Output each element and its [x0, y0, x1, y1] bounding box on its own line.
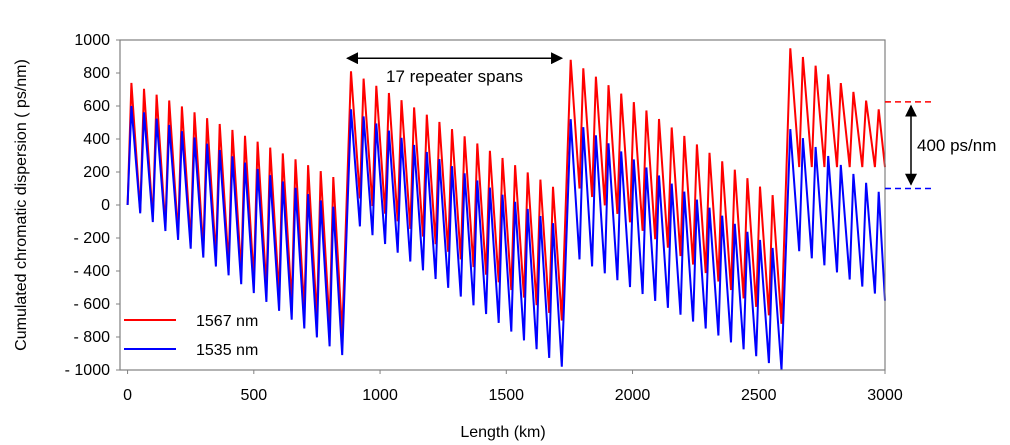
x-axis-ticks: 0 500 1000 1500 2000 2500 3000 — [123, 370, 903, 404]
series-line-1535-nm — [126, 105, 886, 371]
dispersion-label: 400 ps/nm — [917, 136, 996, 155]
spans-label: 17 repeater spans — [386, 67, 523, 86]
x-tick-label: 1000 — [362, 387, 398, 404]
y-tick-label: 600 — [83, 98, 110, 115]
legend-entry-label: 1567 nm — [196, 313, 258, 330]
y-axis-ticks: 1000 800 600 400 200 0 - 200 - 400 - 600 - 800 - 1… — [65, 32, 120, 379]
series-layer — [126, 48, 886, 371]
x-axis-label: Length (km) — [460, 424, 545, 441]
x-tick-label: 3000 — [867, 387, 903, 404]
x-tick-label: 2500 — [741, 387, 777, 404]
y-tick-label: 200 — [83, 164, 110, 181]
y-tick-label: 0 — [101, 197, 110, 214]
y-tick-label: - 1000 — [65, 362, 110, 379]
y-tick-label: 400 — [83, 131, 110, 148]
x-tick-label: 2000 — [615, 387, 651, 404]
y-tick-label: - 600 — [74, 296, 111, 313]
series-line-1567-nm — [126, 48, 886, 334]
annotations: 17 repeater spans 400 ps/nm — [346, 52, 996, 190]
x-tick-label: 1500 — [488, 387, 524, 404]
y-axis-label: Cumulated chromatic dispersion ( ps/nm) — [13, 59, 30, 351]
y-tick-label: 800 — [83, 65, 110, 82]
y-tick-label: - 400 — [74, 263, 111, 280]
legend: 1567 nm 1535 nm — [124, 313, 258, 359]
y-tick-label: 1000 — [74, 32, 110, 49]
y-tick-label: - 800 — [74, 329, 111, 346]
y-tick-label: - 200 — [74, 230, 111, 247]
x-tick-label: 0 — [123, 387, 132, 404]
x-tick-label: 500 — [240, 387, 267, 404]
legend-entry-label: 1535 nm — [196, 342, 258, 359]
